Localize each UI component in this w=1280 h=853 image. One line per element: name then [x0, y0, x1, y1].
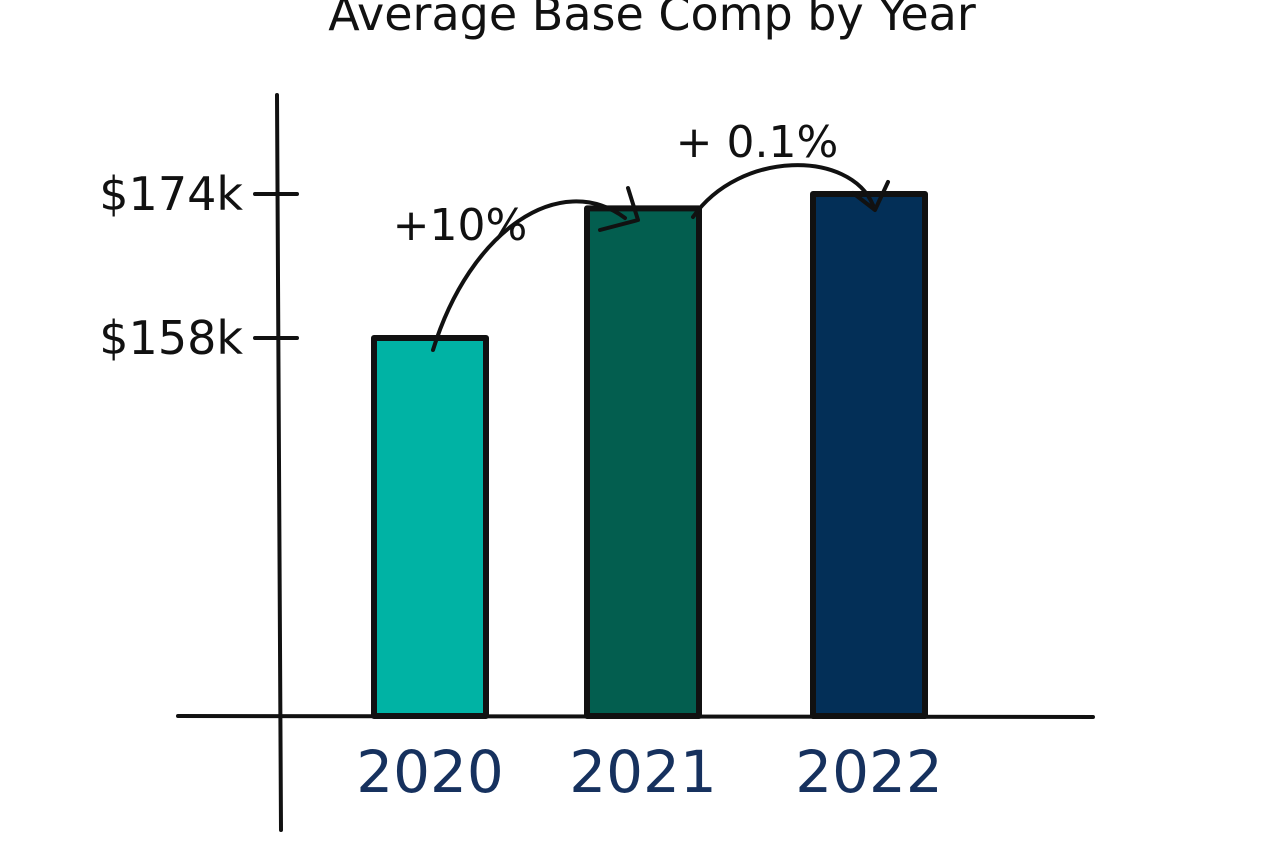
- y-tick-label: $158k: [99, 311, 243, 365]
- y-ticks: $158k $174k: [99, 167, 299, 365]
- bar-2022: [810, 191, 928, 719]
- annotation-label-2: + 0.1%: [676, 117, 839, 168]
- annotation-arrow-2021-2022: + 0.1%: [676, 117, 890, 219]
- chart-title: Average Base Comp by Year: [328, 0, 976, 41]
- annotation-label-1: +10%: [393, 200, 528, 251]
- annotation-arc-1: [431, 199, 627, 352]
- annotation-arc-2: [691, 163, 875, 219]
- x-tick-labels: 2020 2021 2022: [356, 738, 943, 806]
- bars: [371, 191, 928, 719]
- annotation-arrowhead-1: [598, 186, 640, 232]
- y-axis: [275, 93, 283, 832]
- y-tick-label: $174k: [99, 167, 243, 221]
- x-tick-label-2021: 2021: [569, 738, 717, 806]
- x-tick-label-2020: 2020: [356, 738, 504, 806]
- annotation-arrowhead-2: [851, 180, 890, 212]
- bar-2021: [584, 205, 702, 719]
- annotation-arrow-2020-2021: +10%: [393, 186, 640, 352]
- x-tick-label-2022: 2022: [795, 738, 943, 806]
- bar-2020: [371, 335, 489, 719]
